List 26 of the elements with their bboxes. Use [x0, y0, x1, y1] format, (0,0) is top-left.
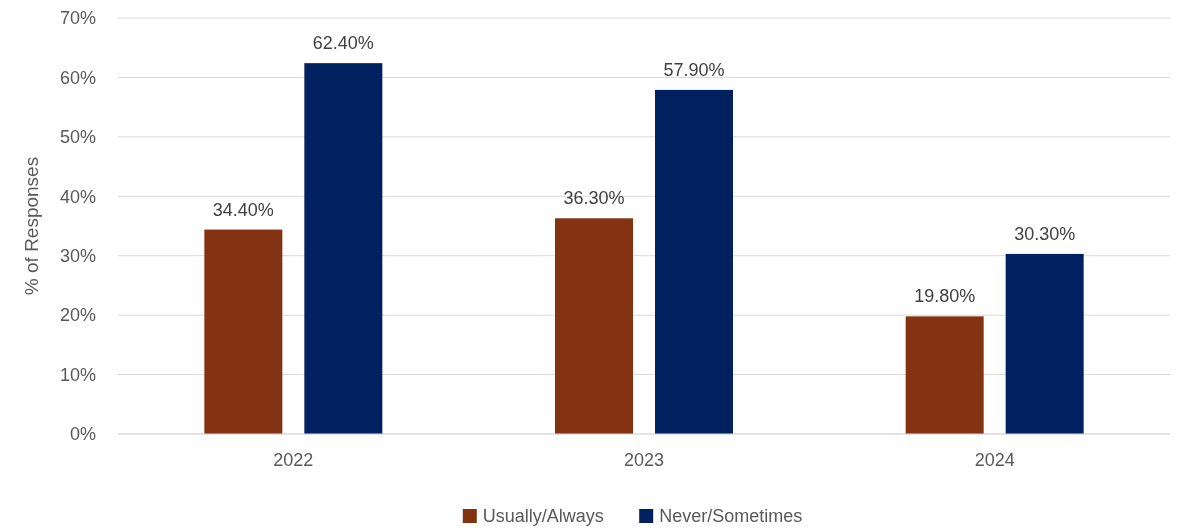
data-label: 62.40%: [312, 33, 374, 54]
legend-label: Never/Sometimes: [659, 506, 803, 527]
bar: [304, 63, 383, 434]
y-tick-label: 70%: [59, 8, 96, 29]
bar: [204, 229, 283, 434]
y-tick-label: 10%: [59, 364, 96, 385]
x-tick-label: 2023: [623, 450, 665, 470]
y-tick-label: 0%: [69, 424, 96, 445]
x-tick-label: 2024: [974, 450, 1015, 470]
data-label: 36.30%: [563, 188, 625, 209]
x-tick-label: 2022: [273, 450, 314, 470]
bar: [905, 316, 984, 434]
data-label: 57.90%: [663, 59, 725, 80]
bar: [555, 218, 633, 434]
data-label: 34.40%: [212, 199, 274, 220]
y-tick-label: 20%: [59, 305, 96, 326]
data-label: 19.80%: [914, 286, 976, 307]
y-tick-label: 60%: [59, 67, 96, 88]
bar: [655, 89, 733, 434]
y-tick-label: 30%: [59, 246, 96, 267]
y-tick-label: 50%: [59, 127, 96, 148]
legend-label: Usually/Always: [482, 506, 604, 527]
data-label: 30.30%: [1014, 223, 1076, 244]
bar: [1005, 253, 1084, 434]
y-axis-title: % of Responses: [21, 156, 42, 296]
y-tick-label: 40%: [59, 186, 96, 207]
